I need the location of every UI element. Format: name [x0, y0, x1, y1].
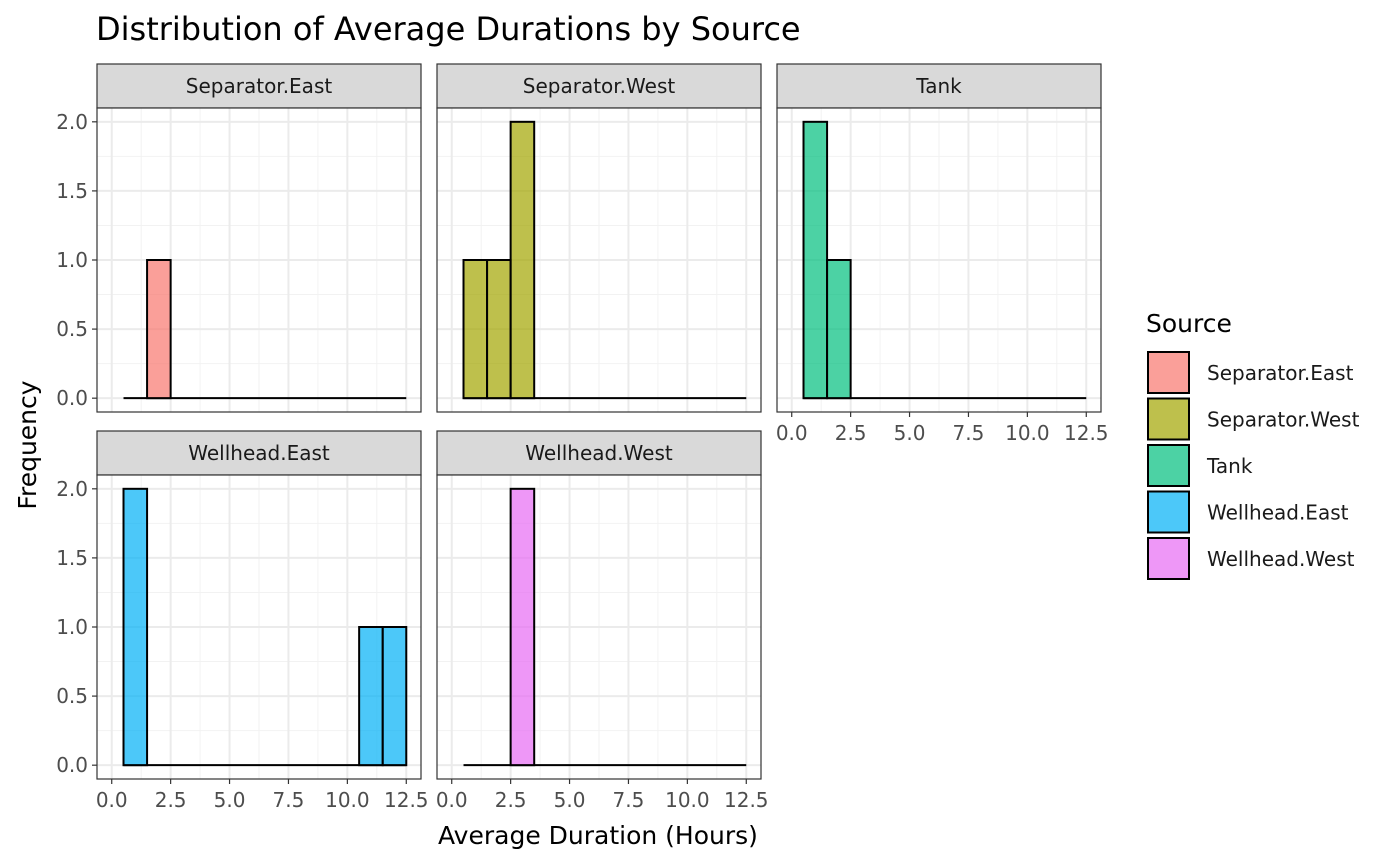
histogram-bar — [146, 259, 172, 400]
chart-title: Distribution of Average Durations by Sou… — [96, 10, 801, 48]
y-tick-label: 1.0 — [56, 248, 88, 272]
panel-separator-east: Separator.East 0.0 0.5 1.0 1.5 2.0 — [56, 63, 422, 413]
panel-wellhead-west: Wellhead.West 0.0 2.5 5.0 7.5 10.0 12.5 — [436, 430, 769, 812]
x-tick-label: 12.5 — [1064, 421, 1109, 445]
legend-key — [1147, 351, 1190, 394]
x-tick-label: 12.5 — [384, 788, 429, 812]
y-tick-label: 1.5 — [56, 546, 88, 570]
x-tick-label: 0.0 — [776, 421, 808, 445]
legend: Source Separator.East Separator.West Tank W… — [1146, 309, 1360, 580]
y-axis-title: Frequency — [13, 380, 42, 509]
x-tick-label: 5.0 — [894, 421, 926, 445]
facet-panels: Separator.East 0.0 0.5 1.0 1.5 2.0 Separator.W… — [56, 63, 1109, 812]
facet-strip-label: Wellhead.West — [525, 441, 673, 465]
legend-key — [1147, 490, 1190, 534]
x-tick-label: 0.0 — [436, 788, 468, 812]
histogram-bar — [826, 259, 852, 400]
facet-strip — [776, 63, 1102, 109]
histogram-bar — [486, 259, 512, 400]
y-tick-label: 0.0 — [56, 386, 88, 410]
legend-item-wellhead-east: Wellhead.East — [1147, 490, 1349, 534]
facet-strip-label: Wellhead.East — [188, 441, 330, 465]
panel-border — [436, 107, 762, 413]
x-tick-label: 2.5 — [835, 421, 867, 445]
x-tick-label: 7.5 — [273, 788, 305, 812]
legend-label: Tank — [1206, 454, 1253, 478]
panel-border — [436, 474, 762, 780]
histogram-bar — [509, 487, 536, 767]
x-tick-label: 10.0 — [325, 788, 370, 812]
legend-label: Separator.West — [1207, 408, 1360, 432]
x-tick-label: 7.5 — [613, 788, 645, 812]
legend-key — [1147, 444, 1190, 487]
histogram-bar — [122, 487, 149, 767]
legend-title: Source — [1146, 309, 1232, 338]
facet-strip-label: Separator.East — [186, 74, 333, 98]
y-tick-label: 0.5 — [56, 684, 88, 708]
x-tick-label: 2.5 — [155, 788, 187, 812]
x-tick-label: 5.0 — [214, 788, 246, 812]
histogram-bar — [358, 626, 384, 767]
legend-item-tank: Tank — [1147, 444, 1253, 487]
y-tick-label: 2.0 — [56, 110, 88, 134]
facet-strip — [96, 63, 422, 109]
x-axis-title: Average Duration (Hours) — [438, 821, 758, 850]
legend-item-separator-east: Separator.East — [1147, 351, 1354, 394]
y-tick-label: 1.0 — [56, 615, 88, 639]
facet-strip-label: Tank — [915, 74, 962, 98]
histogram-bar — [462, 259, 489, 400]
histogram-bar — [509, 120, 536, 400]
histogram-bar — [381, 626, 408, 767]
panel-border — [776, 107, 1102, 413]
facet-strip — [436, 430, 762, 476]
x-tick-label: 10.0 — [1005, 421, 1050, 445]
facet-strip-label: Separator.West — [523, 74, 676, 98]
legend-item-wellhead-west: Wellhead.West — [1147, 537, 1355, 580]
panel-wellhead-east: Wellhead.East 0.0 0.5 1.0 1.5 2.0 0.0 2.5 5.0 7.5… — [56, 430, 429, 812]
x-tick-label: 0.0 — [96, 788, 128, 812]
panel-separator-west: Separator.West — [436, 63, 762, 413]
y-tick-label: 0.5 — [56, 317, 88, 341]
legend-key — [1147, 397, 1190, 441]
y-tick-label: 1.5 — [56, 179, 88, 203]
legend-key — [1147, 537, 1190, 580]
legend-label: Separator.East — [1207, 361, 1354, 385]
y-tick-label: 0.0 — [56, 753, 88, 777]
legend-item-separator-west: Separator.West — [1147, 397, 1360, 441]
legend-label: Wellhead.East — [1207, 501, 1349, 525]
y-tick-label: 2.0 — [56, 477, 88, 501]
facet-strip — [96, 430, 422, 476]
x-tick-label: 12.5 — [724, 788, 769, 812]
histogram-bar — [802, 120, 829, 400]
x-tick-label: 10.0 — [665, 788, 710, 812]
panel-tank: Tank 0.0 2.5 5.0 7.5 10.0 12.5 — [776, 63, 1109, 445]
x-tick-label: 7.5 — [953, 421, 985, 445]
x-tick-label: 2.5 — [495, 788, 527, 812]
x-tick-label: 5.0 — [554, 788, 586, 812]
legend-label: Wellhead.West — [1207, 547, 1355, 571]
